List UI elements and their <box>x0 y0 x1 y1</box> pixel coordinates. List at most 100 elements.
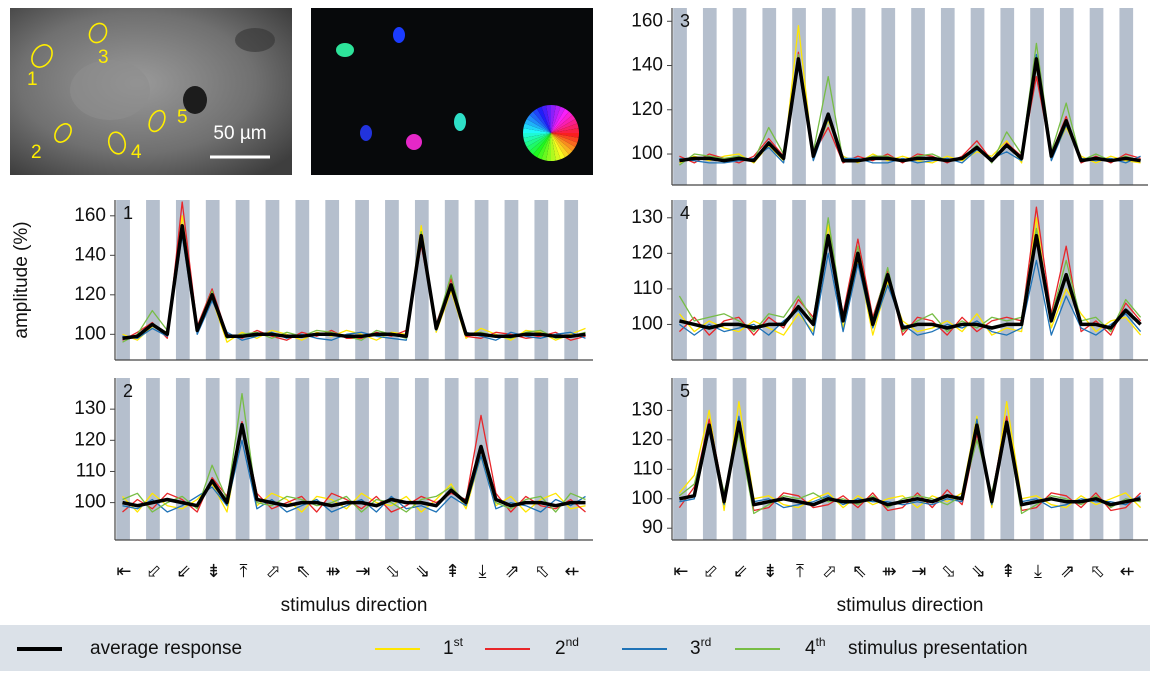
stimulus-stripe <box>940 378 955 540</box>
cell-label: 1 <box>27 69 38 90</box>
stimulus-stripe <box>1119 378 1134 540</box>
x-tick-label: ⇥ <box>355 561 370 582</box>
stimulus-stripe <box>504 378 519 540</box>
y-tick-label: 140 <box>74 244 106 265</box>
x-tick-label: ⬃ <box>703 561 718 582</box>
stimulus-stripe <box>1030 8 1044 185</box>
wheel-wedge <box>524 133 551 147</box>
legend-band <box>0 625 1150 671</box>
stimulus-stripe <box>474 200 489 360</box>
stimulus-stripe <box>564 200 579 360</box>
x-tick-label: ⬁ <box>535 561 550 582</box>
stimulus-stripe <box>911 200 925 360</box>
x-tick-label: ⇤ <box>673 561 688 582</box>
stimulus-stripe <box>792 200 806 360</box>
stimulus-stripe <box>851 200 866 360</box>
wheel-wedge <box>551 128 579 133</box>
x-tick-label: ⇷ <box>565 561 580 582</box>
stimulus-stripe <box>1000 200 1015 360</box>
x-tick-label: ⇖ <box>852 561 867 582</box>
wheel-wedge <box>551 119 578 133</box>
wheel-wedge <box>551 133 565 160</box>
stimulus-stripe <box>792 378 806 540</box>
stimulus-stripe <box>851 8 866 185</box>
stimulus-stripe <box>146 378 160 540</box>
presentation-trace <box>679 415 1141 509</box>
y-tick-label: 100 <box>74 323 106 344</box>
stimulus-stripe <box>325 200 340 360</box>
stimulus-stripe <box>235 200 250 360</box>
stimulus-stripe <box>414 200 429 360</box>
stimulus-stripe <box>762 200 777 360</box>
legend-label: 3rd <box>690 635 711 659</box>
average-trace <box>679 57 1141 163</box>
legend-label: 2nd <box>555 635 579 659</box>
x-tick-label: ⤒ <box>239 561 247 582</box>
stimulus-stripe <box>1030 378 1044 540</box>
legend-label: 4th <box>805 635 826 659</box>
y-tick-label: 120 <box>631 242 663 263</box>
x-tick-label: ⇟ <box>206 561 221 582</box>
wheel-wedge <box>523 133 551 143</box>
panel-label: 1 <box>123 203 133 223</box>
stimulus-stripe <box>205 378 220 540</box>
y-tick-label: 130 <box>631 207 663 228</box>
wheel-wedge <box>551 105 556 133</box>
wheel-wedge <box>551 133 579 143</box>
x-tick-label: ⇘ <box>415 561 430 582</box>
micrograph: 1 2 3 4 5 50 µm <box>10 8 292 175</box>
wheel-wedge <box>551 133 573 155</box>
y-tick-label: 140 <box>631 55 663 76</box>
wheel-wedge <box>523 123 551 133</box>
wheel-wedge <box>537 106 551 133</box>
legend-note: stimulus presentation <box>848 638 1028 659</box>
wheel-wedge <box>526 133 551 151</box>
stimulus-stripe <box>732 200 747 360</box>
stimulus-stripe <box>1000 8 1015 185</box>
wheel-wedge <box>546 105 551 133</box>
stimulus-stripe <box>534 378 549 540</box>
x-tick-label: ⤓ <box>1034 561 1042 582</box>
stimulus-stripe <box>851 378 866 540</box>
wheel-wedge <box>541 133 551 161</box>
stimulus-stripe <box>1089 378 1104 540</box>
stimulus-stripe <box>911 378 925 540</box>
panel-label: 2 <box>123 381 133 401</box>
wheel-wedge <box>551 115 576 133</box>
y-tick-label: 100 <box>74 492 106 513</box>
stimulus-stripe <box>325 378 340 540</box>
wheel-wedge <box>529 111 551 133</box>
wheel-wedge <box>551 108 569 133</box>
stimulus-stripe <box>821 8 836 185</box>
x-tick-label: ⇞ <box>1001 561 1016 582</box>
stimulus-stripe <box>970 8 985 185</box>
stimulus-stripe <box>504 200 519 360</box>
y-tick-label: 130 <box>74 398 106 419</box>
stimulus-stripe <box>1089 8 1104 185</box>
wheel-wedge <box>551 133 576 151</box>
stimulus-stripe <box>940 8 955 185</box>
stimulus-stripe <box>414 378 429 540</box>
stimulus-stripe <box>355 378 369 540</box>
x-tick-label: ⇗ <box>505 561 520 582</box>
plot-area <box>116 378 586 540</box>
stimulus-stripe <box>821 378 836 540</box>
stimulus-stripe <box>116 200 130 360</box>
y-tick-label: 100 <box>631 313 663 334</box>
wheel-wedge <box>551 133 569 158</box>
plot-area <box>673 200 1142 360</box>
x-axis-label: stimulus direction <box>281 595 428 616</box>
x-tick-label: ⇟ <box>763 561 778 582</box>
stimulus-stripe <box>702 200 717 360</box>
x-tick-label: ⇙ <box>733 561 748 582</box>
wheel-wedge <box>551 106 565 133</box>
cell-label: 2 <box>31 142 42 163</box>
stimulus-stripe <box>265 200 280 360</box>
wheel-wedge <box>551 133 578 147</box>
wheel-wedge <box>526 115 551 133</box>
x-tick-label: ⬂ <box>941 561 956 582</box>
wheel-wedge <box>551 133 561 161</box>
plot-area <box>673 8 1141 185</box>
wheel-wedge <box>546 133 551 161</box>
